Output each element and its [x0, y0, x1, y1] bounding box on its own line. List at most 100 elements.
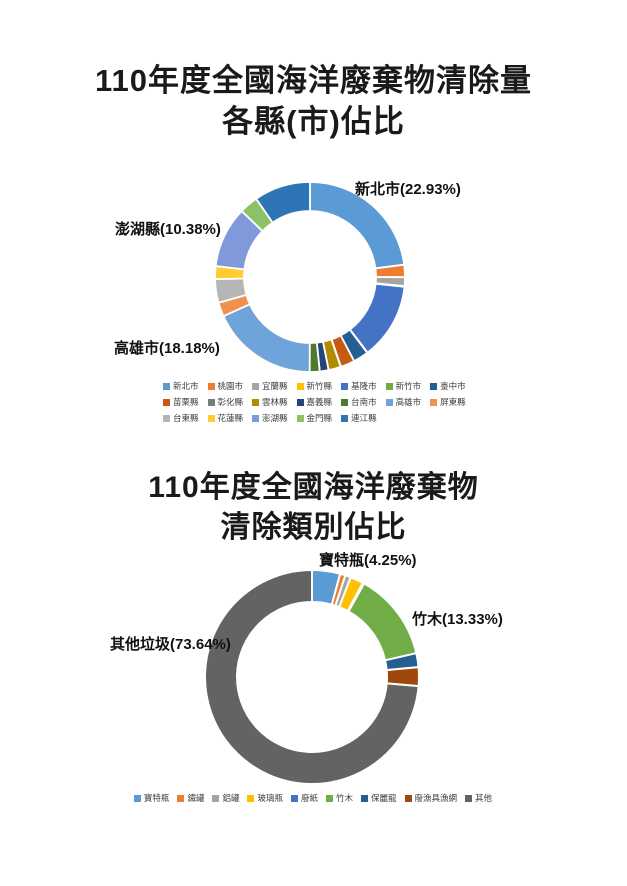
- legend-marker: [177, 794, 185, 802]
- donut-slice-連江縣: [254, 181, 311, 224]
- legend-item: 新竹市: [385, 381, 422, 391]
- legend-item: 廢漁具漁網: [404, 793, 458, 803]
- legend-label: 寶特瓶: [143, 793, 170, 803]
- legend-item: 新北市: [163, 381, 199, 391]
- legend-label: 高雄市: [395, 397, 422, 407]
- legend-label: 台東縣: [173, 413, 199, 423]
- legend-item: 鐵罐: [177, 793, 204, 803]
- category-chart-title: 110年度全國海洋廢棄物 清除類別佔比: [0, 468, 627, 548]
- callout-other-garbage: 其他垃圾(73.64%): [110, 636, 231, 653]
- legend-label: 鋁罐: [222, 793, 240, 803]
- legend-item: 寶特瓶: [133, 793, 170, 803]
- legend-marker: [163, 382, 170, 390]
- county-donut-chart: [210, 177, 410, 377]
- legend-marker: [207, 398, 215, 406]
- legend-marker: [133, 794, 141, 802]
- legend-marker: [252, 414, 260, 422]
- legend-marker: [341, 398, 349, 406]
- legend-item: 新竹縣: [296, 381, 333, 391]
- legend-label: 新竹縣: [306, 381, 333, 391]
- legend-marker: [163, 398, 170, 406]
- legend-marker: [385, 382, 393, 390]
- legend-item: 花蓮縣: [207, 413, 243, 423]
- callout-bamboo-wood: 竹木(13.33%): [412, 611, 503, 628]
- legend-marker: [361, 794, 369, 802]
- donut-svg: [214, 181, 406, 373]
- legend-marker: [430, 398, 438, 406]
- legend-label: 臺中市: [440, 381, 466, 391]
- legend-item: 鋁罐: [212, 793, 239, 803]
- legend-label: 宜蘭縣: [262, 381, 288, 391]
- legend-label: 金門縣: [306, 413, 333, 423]
- legend-label: 廢漁具漁網: [414, 793, 458, 803]
- legend-item: 澎湖縣: [252, 413, 288, 423]
- legend-label: 竹木: [336, 793, 354, 803]
- callout-pet-bottle: 寶特瓶(4.25%): [319, 552, 417, 569]
- legend-item: 台東縣: [163, 413, 199, 423]
- legend-label: 澎湖縣: [262, 413, 288, 423]
- legend-label: 基隆市: [351, 381, 377, 391]
- legend-marker: [247, 794, 255, 802]
- county-chart-title-line1: 110年度全國海洋廢棄物清除量: [94, 63, 532, 98]
- legend-item: 連江縣: [341, 413, 377, 423]
- legend-item: 廢紙: [290, 793, 318, 803]
- legend-label: 台南市: [351, 397, 377, 407]
- legend-marker: [326, 794, 333, 802]
- legend-label: 其他: [475, 793, 493, 803]
- legend-label: 新北市: [173, 381, 199, 391]
- county-chart-title-line2: 各縣(市)佔比: [222, 104, 405, 139]
- legend-marker: [430, 382, 438, 390]
- donut-svg: [204, 568, 420, 785]
- legend-marker: [341, 382, 349, 390]
- legend-item: 雲林縣: [252, 397, 288, 407]
- legend-marker: [296, 398, 304, 406]
- county-chart-title: 110年度全國海洋廢棄物清除量 各縣(市)佔比: [0, 60, 627, 142]
- callout-kaohsiung: 高雄市(18.18%): [114, 340, 220, 357]
- legend-label: 連江縣: [351, 413, 377, 423]
- legend-marker: [296, 414, 304, 422]
- legend-marker: [212, 794, 220, 802]
- legend-label: 鐵罐: [187, 793, 205, 803]
- legend-item: 彰化縣: [207, 397, 244, 407]
- legend-marker: [341, 414, 349, 422]
- legend-label: 雲林縣: [262, 397, 288, 407]
- legend-marker: [252, 382, 260, 390]
- category-donut-chart: [204, 568, 420, 785]
- legend-item: 金門縣: [296, 413, 333, 423]
- legend-label: 苗栗縣: [173, 397, 199, 407]
- legend-label: 新竹市: [395, 381, 422, 391]
- donut-slice-其他: [204, 568, 420, 785]
- legend-item: 桃園市: [207, 381, 244, 391]
- legend-marker: [404, 794, 412, 802]
- donut-slice-高雄市: [222, 303, 311, 373]
- category-legend: 寶特瓶 鐵罐 鋁罐 玻璃瓶 廢紙 竹木 保麗龍 廢漁具漁網 其他: [103, 793, 523, 803]
- legend-marker: [163, 414, 170, 422]
- legend-marker: [290, 794, 298, 802]
- legend-item: 臺中市: [430, 381, 466, 391]
- legend-marker: [385, 398, 393, 406]
- legend-item: 宜蘭縣: [252, 381, 288, 391]
- legend-item: 高雄市: [385, 397, 422, 407]
- legend-label: 玻璃瓶: [257, 793, 283, 803]
- legend-item: 嘉義縣: [296, 397, 333, 407]
- legend-item: 台南市: [341, 397, 377, 407]
- legend-marker: [252, 398, 260, 406]
- legend-marker: [207, 382, 215, 390]
- donut-slice-竹木: [347, 582, 418, 662]
- legend-label: 嘉義縣: [306, 397, 333, 407]
- legend-item: 玻璃瓶: [247, 793, 283, 803]
- legend-item: 苗栗縣: [163, 397, 199, 407]
- legend-marker: [465, 794, 473, 802]
- legend-label: 彰化縣: [217, 397, 244, 407]
- legend-marker: [296, 382, 304, 390]
- category-chart-title-line2: 清除類別佔比: [220, 511, 407, 544]
- legend-label: 桃園市: [217, 381, 244, 391]
- legend-item: 保麗龍: [361, 793, 397, 803]
- callout-penghu: 澎湖縣(10.38%): [115, 221, 221, 238]
- legend-label: 保麗龍: [371, 793, 397, 803]
- legend-marker: [207, 414, 215, 422]
- legend-item: 基隆市: [341, 381, 377, 391]
- legend-label: 廢紙: [300, 793, 318, 803]
- callout-new-taipei: 新北市(22.93%): [355, 181, 461, 198]
